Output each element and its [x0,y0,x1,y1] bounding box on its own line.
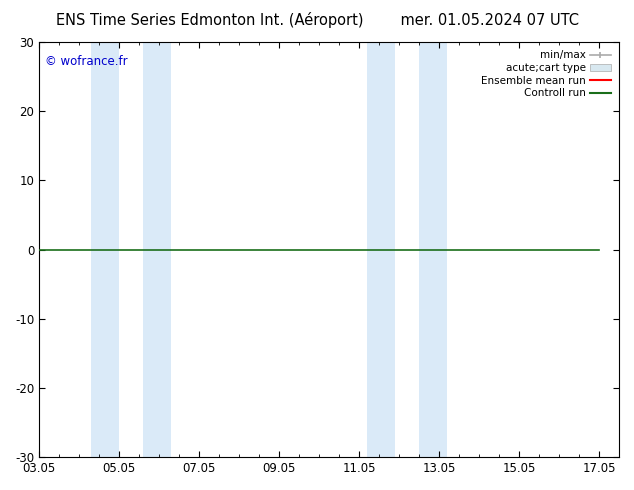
Legend: min/max, acute;cart type, Ensemble mean run, Controll run: min/max, acute;cart type, Ensemble mean … [478,47,614,101]
Bar [143,42,171,457]
Bar [419,42,447,457]
Bar [91,42,119,457]
Text: © wofrance.fr: © wofrance.fr [45,54,127,68]
Bar [367,42,395,457]
Text: ENS Time Series Edmonton Int. (Aéroport)        mer. 01.05.2024 07 UTC: ENS Time Series Edmonton Int. (Aéroport)… [56,12,578,28]
